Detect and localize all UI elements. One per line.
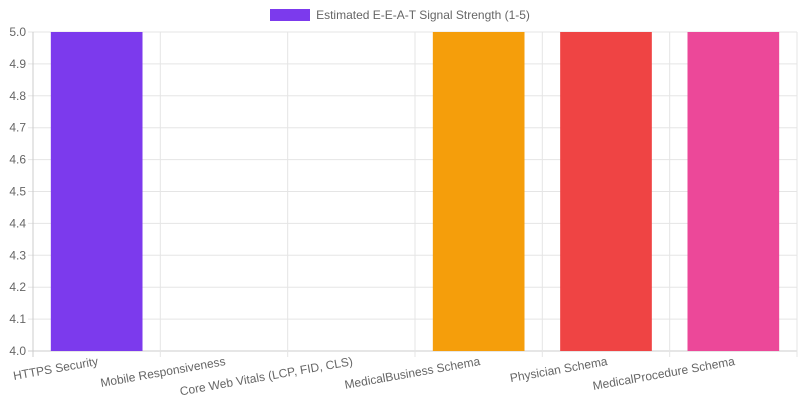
y-tick-label: 4.0 (9, 344, 26, 358)
legend[interactable]: Estimated E-E-A-T Signal Strength (1-5) (0, 8, 800, 22)
x-tick-label: HTTPS Security (12, 354, 99, 383)
bar (50, 32, 143, 351)
y-tick-label: 4.7 (9, 121, 26, 135)
x-tick-label: MedicalBusiness Schema (343, 354, 481, 392)
y-tick-label: 4.3 (9, 248, 26, 262)
y-tick-label: 4.4 (9, 216, 26, 230)
legend-label: Estimated E-E-A-T Signal Strength (1-5) (316, 8, 530, 22)
bar (560, 32, 652, 351)
y-tick-label: 5.0 (9, 25, 26, 39)
y-tick-label: 4.2 (9, 280, 26, 294)
legend-swatch (270, 9, 311, 21)
y-tick-label: 4.1 (9, 312, 26, 326)
y-tick-label: 4.8 (9, 89, 26, 103)
y-tick-label: 4.6 (9, 153, 26, 167)
y-tick-label: 4.5 (9, 185, 26, 199)
y-tick-label: 4.9 (9, 57, 26, 71)
x-tick-label: MedicalProcedure Schema (592, 354, 737, 393)
bar (687, 32, 780, 351)
bar (432, 32, 525, 351)
